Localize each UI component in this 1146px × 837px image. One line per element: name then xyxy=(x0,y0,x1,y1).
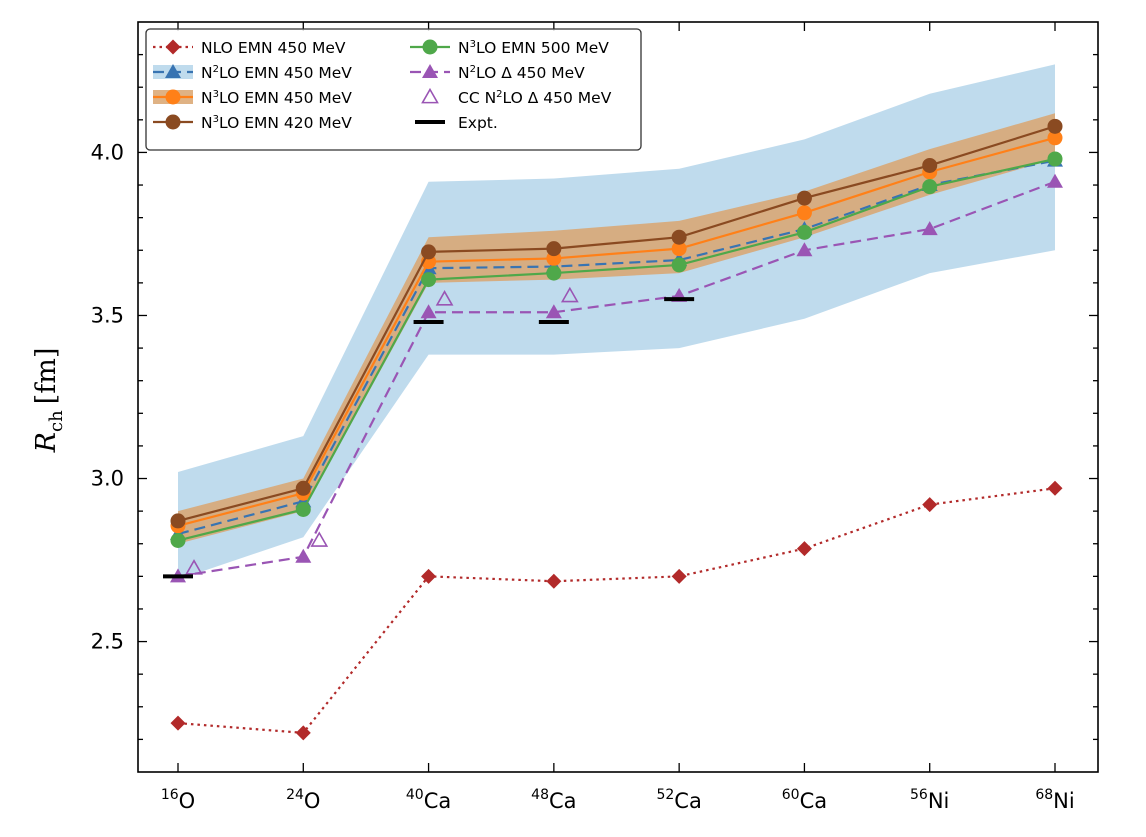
data-point xyxy=(295,502,311,517)
series-line xyxy=(177,487,1056,735)
x-tick-label: 52Ca xyxy=(656,787,701,813)
data-point xyxy=(1047,173,1063,188)
legend: NLO EMN 450 MeV N2LO EMN 450 MeV N3LO EMN … xyxy=(145,28,642,151)
legend-marker xyxy=(422,64,438,78)
x-tick-label: 56Ni xyxy=(910,787,949,813)
data-point xyxy=(796,541,812,557)
legend-entry-expt: Expt. xyxy=(415,114,498,132)
data-point xyxy=(170,715,186,731)
legend-marker xyxy=(421,87,439,104)
data-point xyxy=(545,304,562,319)
data-point xyxy=(295,480,311,496)
data-point xyxy=(1047,118,1063,134)
y-axis-label: Rch[fm] xyxy=(31,348,67,454)
data-point xyxy=(796,205,812,221)
legend-marker xyxy=(165,89,181,105)
series-cc-n2lo-delta-450-mev xyxy=(185,286,579,575)
legend-marker xyxy=(165,39,181,55)
x-tick-label: 48Ca xyxy=(531,787,576,813)
series-n3lo-emn-500-mev xyxy=(170,151,1063,548)
legend-label: CC N2LO Δ 450 MeV xyxy=(458,89,612,107)
legend-entry-nlo-emn-450-mev: NLO EMN 450 MeV xyxy=(153,39,346,57)
legend-label: N3LO EMN 450 MeV xyxy=(201,89,352,107)
x-tick-label: 16O xyxy=(161,787,195,813)
legend-label: N2LO EMN 450 MeV xyxy=(201,64,352,82)
series-line xyxy=(177,136,1056,527)
series-expt xyxy=(163,297,695,579)
data-point xyxy=(185,559,203,575)
data-point xyxy=(1047,151,1063,167)
x-tick-label: 60Ca xyxy=(782,787,827,813)
legend-box xyxy=(145,28,642,151)
data-point xyxy=(546,265,562,281)
data-point xyxy=(1047,130,1063,146)
legend-entry-n3lo-emn-420-mev: N3LO EMN 420 MeV xyxy=(153,114,352,132)
x-tick-label: 68Ni xyxy=(1035,787,1074,813)
data-point xyxy=(671,568,687,584)
data-point xyxy=(420,304,437,319)
legend-label: N3LO EMN 420 MeV xyxy=(201,114,352,132)
data-point xyxy=(796,190,812,206)
data-point xyxy=(922,179,938,195)
data-point xyxy=(170,532,186,548)
data-point xyxy=(421,272,437,288)
data-point xyxy=(421,568,437,584)
x-tick-label: 40Ca xyxy=(406,787,451,813)
y-tick-label: 2.5 xyxy=(91,630,124,654)
x-tick-label: 24O xyxy=(286,787,320,813)
data-point xyxy=(295,548,312,563)
series-n3lo-emn-420-mev xyxy=(170,118,1063,529)
data-point xyxy=(671,241,687,257)
data-point xyxy=(671,229,687,245)
data-point xyxy=(295,725,311,741)
series-line xyxy=(177,125,1056,522)
data-series xyxy=(163,118,1063,741)
data-point xyxy=(546,573,562,589)
plot-frame xyxy=(137,21,1099,773)
legend-label: Expt. xyxy=(458,114,498,132)
y-tick-label: 3.5 xyxy=(91,303,124,327)
data-point xyxy=(922,157,938,173)
series-line xyxy=(177,180,1056,578)
series-line xyxy=(177,159,1056,536)
series-line xyxy=(177,157,1056,542)
data-point xyxy=(796,224,812,240)
legend-marker xyxy=(165,64,181,78)
series-nlo-emn-450-mev xyxy=(170,480,1063,741)
y-tick-label: 4.0 xyxy=(91,140,124,164)
axis-ticks xyxy=(138,22,1098,772)
legend-label: N2LO Δ 450 MeV xyxy=(458,64,585,82)
data-point xyxy=(921,221,938,236)
legend-marker xyxy=(422,39,438,55)
legend-label: N3LO EMN 500 MeV xyxy=(458,39,609,57)
legend-marker xyxy=(165,114,181,130)
data-point xyxy=(1047,480,1063,496)
data-point xyxy=(560,286,579,303)
legend-entry-n2lo-delta-450-mev: N2LO Δ 450 MeV xyxy=(410,64,585,82)
data-point xyxy=(310,531,329,547)
data-point xyxy=(170,513,186,529)
data-point xyxy=(546,241,562,257)
data-point xyxy=(435,290,454,306)
y-tick-label: 3.0 xyxy=(91,467,124,491)
data-point xyxy=(421,244,437,260)
data-point xyxy=(796,242,813,257)
x-tick-labels: 16O 24O 40Ca 48Ca 52Ca 60Ca 56Ni 68Ni xyxy=(161,787,1075,813)
legend-label: NLO EMN 450 MeV xyxy=(201,39,346,57)
y-tick-labels: 2.5 3.0 3.5 4.0 xyxy=(91,140,124,653)
legend-entry-n3lo-emn-450-mev: N3LO EMN 450 MeV xyxy=(153,89,352,107)
legend-entry-n3lo-emn-500-mev: N3LO EMN 500 MeV xyxy=(410,39,609,57)
data-point xyxy=(922,497,938,513)
legend-entry-n2lo-emn-450-mev: N2LO EMN 450 MeV xyxy=(153,64,352,82)
data-point xyxy=(671,257,687,273)
legend-entry-cc-n2lo-delta-450-mev: CC N2LO Δ 450 MeV xyxy=(421,87,612,107)
